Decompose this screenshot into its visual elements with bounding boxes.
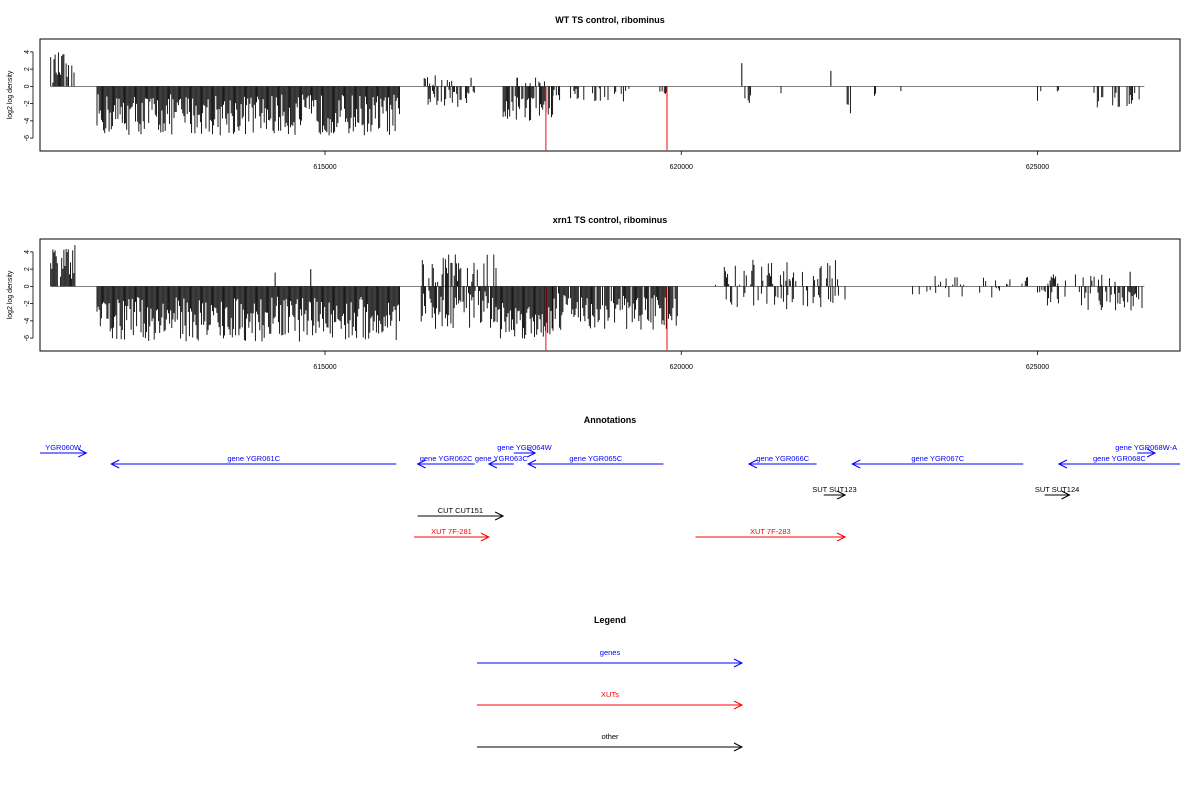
x-tick-label: 625000 — [1026, 164, 1049, 171]
annotation-other-arrowhead — [1061, 490, 1071, 500]
y-tick-label: 4 — [24, 250, 31, 254]
annotation-gene-label: gene YGR068W-A — [1115, 443, 1177, 452]
y-tick-label: 2 — [24, 67, 31, 71]
annotation-gene-label: gene YGR061C — [227, 454, 280, 463]
x-tick-label: 625000 — [1026, 364, 1049, 371]
x-tick-label: 620000 — [670, 164, 693, 171]
annotation-other-label: SUT SUT124 — [1035, 485, 1079, 494]
legend-arrow-arrowhead — [733, 700, 744, 710]
annotation-gene-arrowhead — [487, 459, 498, 469]
x-tick-label: 620000 — [670, 364, 693, 371]
y-tick-label: -2 — [24, 100, 31, 106]
y-tick-label: -6 — [24, 135, 31, 141]
annotation-gene-arrowhead — [110, 459, 120, 469]
wt-ylabel: log2 log density — [7, 70, 14, 119]
y-tick-label: -2 — [24, 300, 31, 306]
annotation-xut-label: XUT 7F-281 — [431, 527, 472, 536]
legend-arrow-arrowhead — [733, 658, 744, 668]
annotation-gene-arrowhead — [526, 459, 537, 469]
annotation-features: YGR060W gene YGR064W gene YGR068W-A gene YG… — [40, 443, 1180, 542]
y-tick-label: 2 — [24, 267, 31, 271]
legend-label: genes — [600, 648, 621, 657]
annotation-gene-arrowhead — [1057, 459, 1068, 469]
annotation-gene-arrowhead — [416, 459, 426, 469]
y-tick-label: -4 — [24, 318, 31, 324]
annotation-gene-arrowhead — [526, 448, 537, 458]
annotation-gene-label: gene YGR067C — [911, 454, 964, 463]
legend-title: Legend — [594, 615, 626, 625]
wt-plot-frame — [39, 38, 1181, 152]
annotation-other-arrowhead — [494, 511, 505, 521]
wt-panel-title: WT TS control, ribominus — [555, 15, 665, 25]
annotation-xut-label: XUT 7F-283 — [750, 527, 791, 536]
xrn1-axes: -6 -4 -2 0 2 4 615000 620000 625000 — [24, 250, 1049, 371]
legend-items: genes XUTs other — [477, 648, 744, 752]
wt-density-panel: WT TS control, ribominus log2 log densit… — [7, 15, 1181, 171]
y-tick-label: 0 — [24, 84, 31, 88]
x-tick-label: 615000 — [313, 164, 336, 171]
annotation-gene-label: YGR060W — [45, 443, 82, 452]
annotation-gene-label: gene YGR064W — [497, 443, 552, 452]
annotation-gene-label: gene YGR065C — [569, 454, 622, 463]
xrn1-plot-marks — [50, 245, 1145, 351]
annotation-gene-arrowhead — [851, 459, 861, 469]
y-tick-label: -6 — [24, 335, 31, 341]
annotation-gene-arrowhead — [78, 448, 88, 458]
xrn1-panel-title: xrn1 TS control, ribominus — [553, 215, 668, 225]
annotation-xut-arrowhead — [836, 532, 847, 542]
y-tick-label: 0 — [24, 284, 31, 288]
annotations-title: Annotations — [584, 415, 637, 425]
xrn1-ylabel: log2 log density — [7, 270, 14, 319]
legend: Legend genes XUTs other — [477, 615, 744, 752]
annotation-gene-arrowhead — [1146, 448, 1157, 458]
annotation-gene-arrowhead — [747, 459, 758, 469]
xrn1-plot-frame — [39, 238, 1181, 352]
annotation-gene-label: gene YGR066C — [756, 454, 809, 463]
wt-axes: -6 -4 -2 0 2 4 615000 620000 625000 — [24, 50, 1049, 171]
annotation-xut-arrowhead — [480, 532, 490, 542]
legend-label: XUTs — [601, 690, 619, 699]
annotation-gene-label: gene YGR062C — [420, 454, 473, 463]
xrn1-density-panel: xrn1 TS control, ribominus log2 log dens… — [7, 215, 1181, 371]
wt-plot-marks — [50, 52, 1145, 151]
annotation-other-arrowhead — [836, 490, 847, 500]
annotation-gene-label: gene YGR068C — [1093, 454, 1146, 463]
annotation-other-label: CUT CUT151 — [438, 506, 483, 515]
legend-label: other — [601, 732, 619, 741]
annotation-other-label: SUT SUT123 — [812, 485, 856, 494]
x-tick-label: 615000 — [313, 364, 336, 371]
annotation-gene-label: gene YGR063C — [475, 454, 528, 463]
legend-arrow-arrowhead — [733, 742, 744, 752]
y-tick-label: 4 — [24, 50, 31, 54]
annotations-track: Annotations YGR060W gene YGR064W gene YGR0… — [40, 415, 1180, 542]
y-tick-label: -4 — [24, 118, 31, 124]
